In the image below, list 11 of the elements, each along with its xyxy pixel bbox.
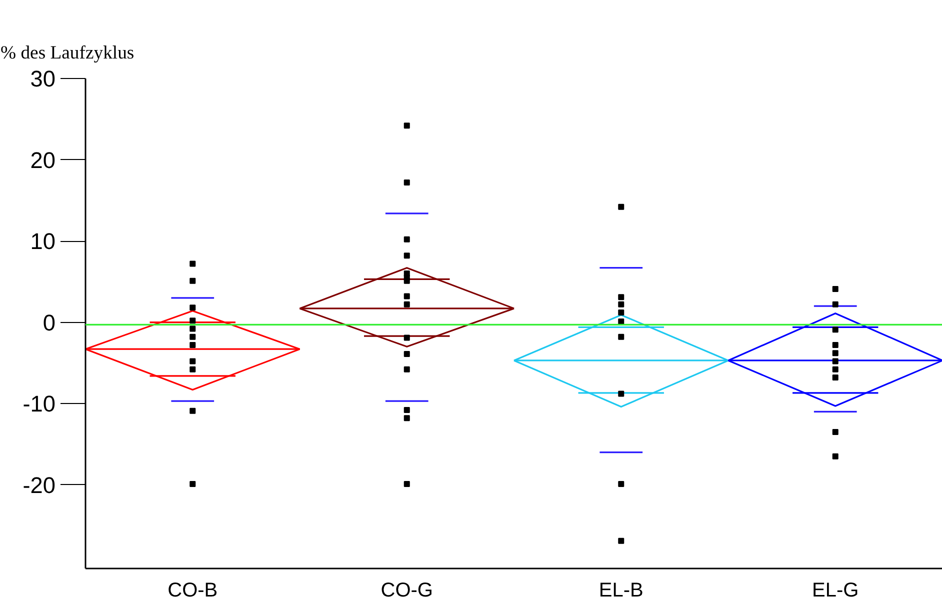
y-tick-label: -10 [22, 390, 56, 417]
y-tick-label: 0 [42, 309, 56, 336]
y-tick-label: 10 [30, 228, 56, 254]
x-tick-label: EL-G [812, 580, 859, 602]
y-tick-label: 20 [30, 146, 56, 173]
x-tick-label: EL-B [598, 580, 644, 602]
x-tick-label: CO-B [168, 580, 218, 602]
y-tick-label: -20 [22, 472, 56, 498]
y-axis-title: % des Laufzyklus [0, 42, 134, 64]
x-tick-label: CO-G [380, 580, 433, 602]
y-tick-label: 30 [30, 66, 56, 92]
